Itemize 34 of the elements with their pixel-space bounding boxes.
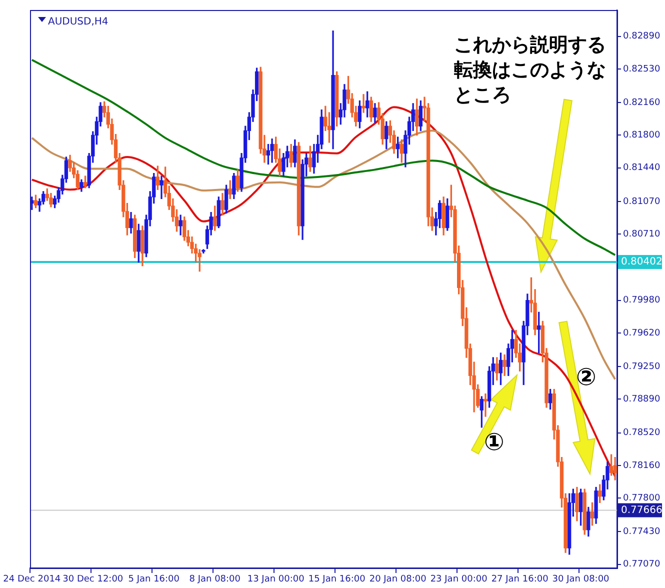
y-tick-label: 0.78160: [623, 460, 660, 471]
y-tick-label: 0.79250: [623, 362, 660, 372]
x-tick-label: 13 Jan 00:00: [247, 574, 305, 585]
y-tick-label: 0.81800: [623, 130, 660, 141]
x-tick-label: 5 Jan 16:00: [128, 574, 180, 585]
line-series: [30, 106, 616, 478]
y-tick-label: 0.81440: [623, 163, 660, 174]
y-tick-label: 0.77800: [623, 493, 660, 504]
y-tick-label: 0.82890: [623, 32, 660, 42]
y-tick-label: 0.77430: [623, 527, 660, 538]
line-series: [30, 58, 616, 256]
annotation: これから説明する転換はこのようなところ: [454, 34, 606, 106]
y-tick-label: 0.77070: [623, 560, 660, 570]
y-tick-label: 0.78520: [623, 428, 660, 438]
x-tick-label: 15 Jan 16:00: [308, 574, 366, 585]
y-tick-label: 0.79980: [623, 296, 660, 306]
x-tick-label: 27 Jan 16:00: [491, 574, 549, 585]
ref-line-label: 0.77666: [621, 504, 662, 516]
y-tick-label: 0.80710: [623, 229, 660, 240]
x-tick-label: 30 Dec 12:00: [62, 574, 124, 585]
ref-line-label: 0.80402: [621, 256, 662, 268]
y-tick-label: 0.82160: [623, 98, 660, 108]
x-tick-label: 30 Jan 08:00: [552, 574, 610, 585]
annotation: ①: [484, 428, 504, 456]
y-tick-label: 0.78890: [623, 394, 660, 405]
x-tick-label: 8 Jan 08:00: [189, 574, 241, 585]
text: AUDUSD,H4: [48, 16, 108, 28]
annotation: ②: [576, 363, 596, 392]
y-tick-label: 0.82530: [623, 64, 660, 74]
y-tick-label: 0.79620: [623, 328, 660, 338]
y-tick-label: 0.81070: [623, 196, 660, 207]
x-tick-label: 24 Dec 2014: [3, 574, 61, 585]
x-tick-label: 20 Jan 08:00: [369, 574, 427, 585]
x-tick-label: 23 Jan 00:00: [430, 574, 488, 585]
